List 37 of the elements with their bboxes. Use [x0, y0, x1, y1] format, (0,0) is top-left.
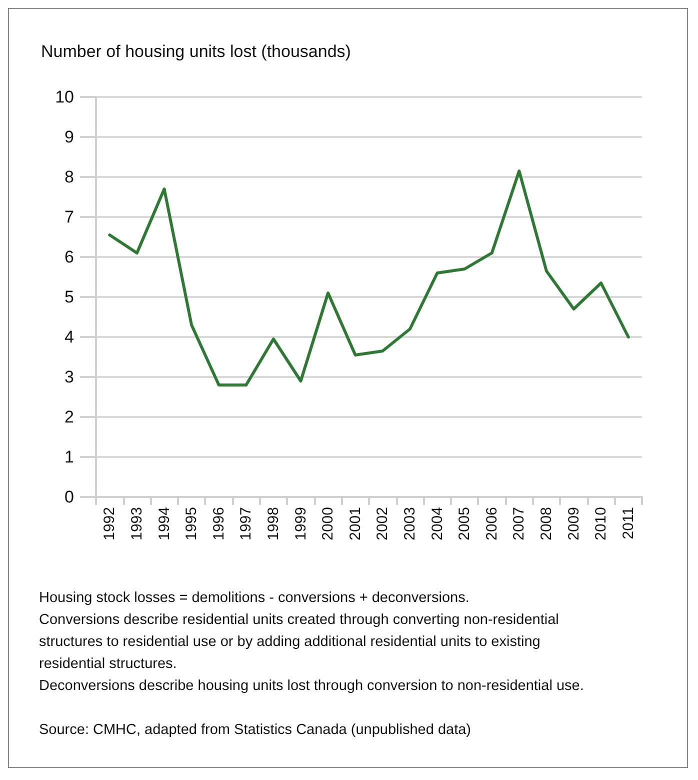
text: Housing stock losses = demolitions - conversions + deconversions. — [39, 589, 470, 608]
x-tick-label: 1993 — [128, 507, 146, 540]
x-tick-label: 2007 — [510, 507, 528, 540]
x-tick-label: 1997 — [238, 507, 255, 540]
y-axis-title: Number of housing units lost (thousands) — [41, 42, 351, 61]
x-tick-label: 2009 — [565, 507, 582, 540]
text: Deconversions describe housing units lost through conversion to non-residential use. — [39, 677, 585, 696]
x-tick-label: 1994 — [156, 507, 173, 540]
y-tick-label: 0 — [64, 488, 74, 506]
x-tick-label: 2003 — [401, 507, 418, 540]
x-tick-label: 2001 — [346, 507, 364, 540]
y-tick-label: 3 — [64, 368, 74, 386]
y-tick-label: 7 — [64, 208, 74, 226]
y-tick-label: 2 — [64, 408, 74, 426]
text: Conversions describe residential units created through converting non-residential structures to residential use or by adding additional residential units to existing residential structures. — [39, 611, 560, 674]
x-tick-label: 1998 — [264, 507, 282, 540]
x-tick-label: 1995 — [183, 507, 200, 540]
y-tick-label: 4 — [64, 328, 74, 346]
x-tick-label: 1992 — [101, 507, 118, 540]
x-tick-label: 2011 — [620, 507, 637, 540]
x-tick-label: 2004 — [428, 507, 446, 540]
y-tick-label: 1 — [64, 448, 74, 466]
x-tick-label: 1999 — [292, 507, 310, 540]
x-tick-label: 1996 — [210, 507, 228, 540]
x-tick-label: 2010 — [592, 507, 610, 540]
y-tick-label: 6 — [64, 248, 74, 266]
x-tick-label: 2006 — [483, 507, 500, 540]
y-tick-label: 8 — [64, 168, 74, 186]
x-tick-label: 2005 — [456, 507, 474, 540]
y-tick-label: 10 — [55, 88, 74, 106]
x-tick-label: 2002 — [374, 507, 392, 540]
y-tick-label: 5 — [64, 288, 74, 306]
y-tick-label: 9 — [64, 128, 74, 146]
x-tick-label: 2008 — [538, 507, 555, 540]
line-series — [108, 170, 630, 386]
x-tick-label: 2000 — [320, 507, 337, 540]
source-note: Source: CMHC, adapted from Statistics Canada (unpublished data) — [39, 721, 472, 740]
